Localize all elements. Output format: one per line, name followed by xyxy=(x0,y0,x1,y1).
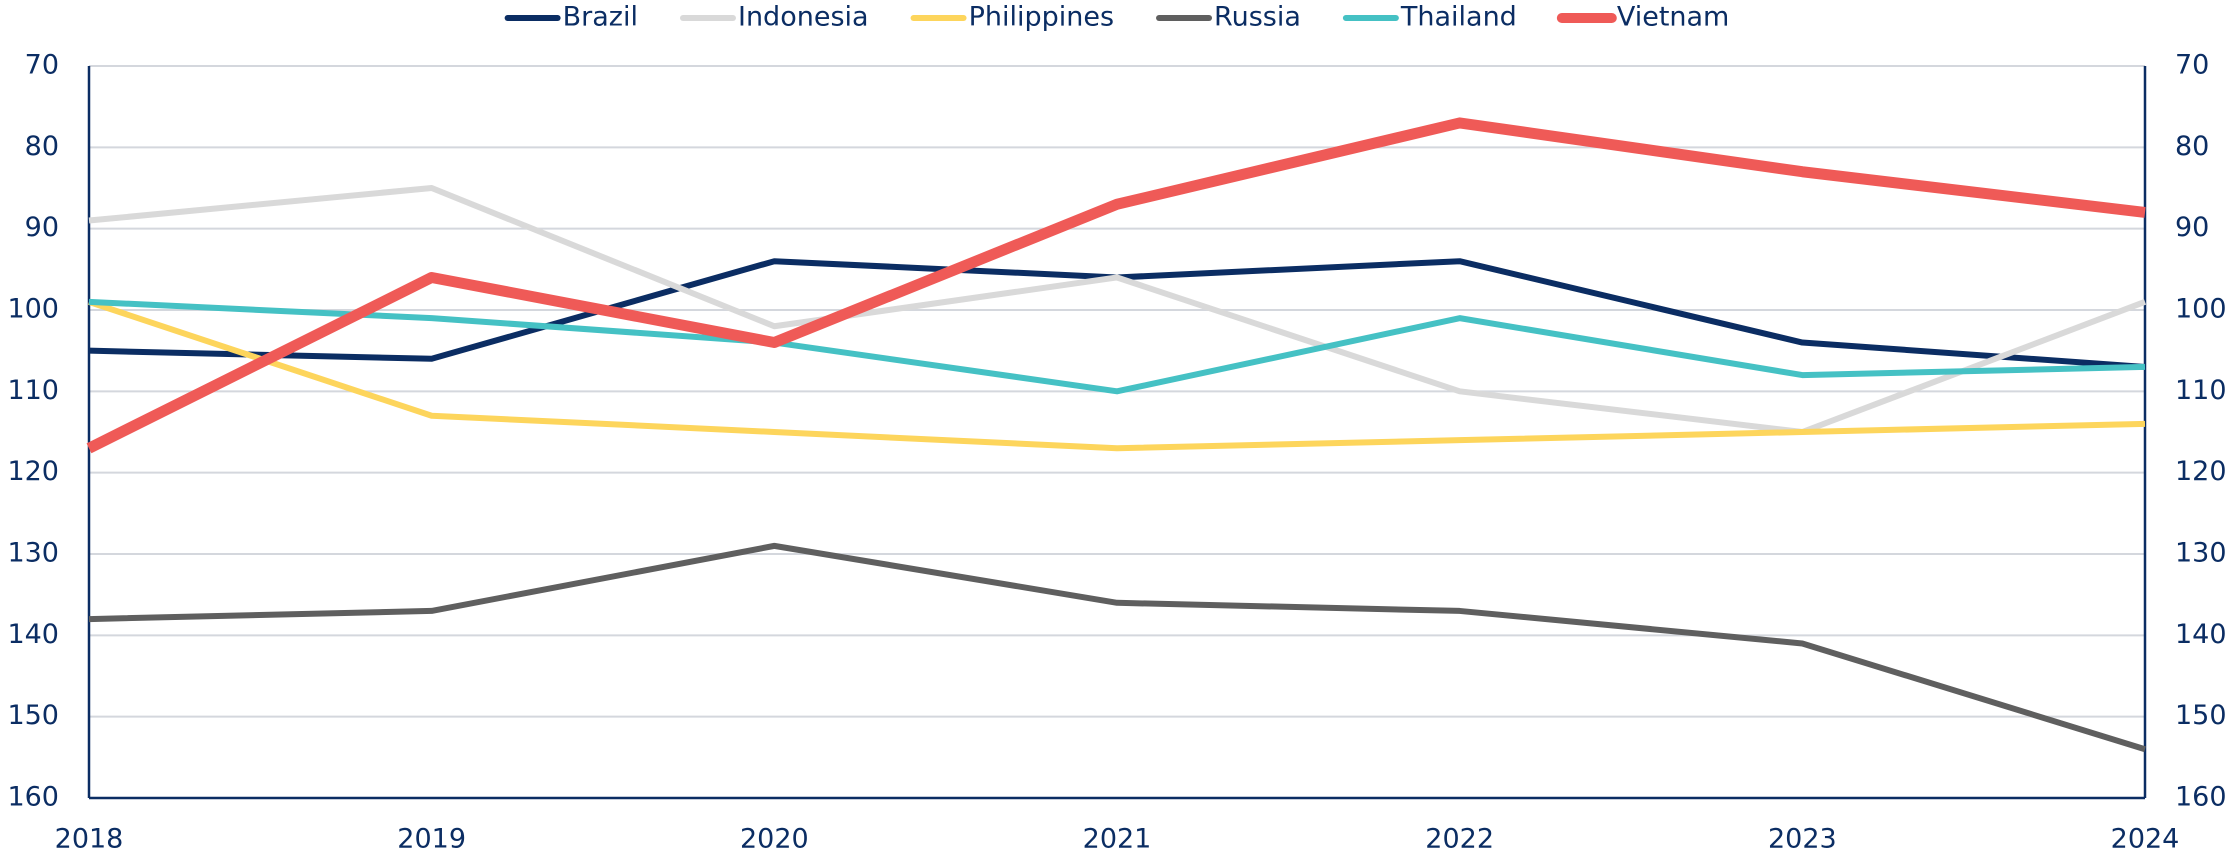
y-tick-label: 90 xyxy=(25,212,59,243)
series-line xyxy=(88,298,2146,395)
y2-tick-label: 90 xyxy=(2175,212,2209,243)
y2-tick-label: 130 xyxy=(2175,538,2227,569)
series-line xyxy=(88,299,2146,452)
x-tick-label: 2022 xyxy=(1425,824,1494,853)
y2-tick-label: 120 xyxy=(2175,456,2227,487)
x-tick-label: 2023 xyxy=(1768,824,1837,853)
y-tick-label: 110 xyxy=(7,375,59,406)
y2-tick-label: 140 xyxy=(2175,619,2227,650)
y-tick-label: 130 xyxy=(7,538,59,569)
y-tick-label: 150 xyxy=(7,700,59,731)
series-line xyxy=(86,117,2146,454)
x-tick-label: 2021 xyxy=(1083,824,1152,853)
x-tick-label: 2018 xyxy=(55,824,124,853)
y2-tick-label: 100 xyxy=(2175,294,2227,325)
y-tick-label: 160 xyxy=(7,782,59,813)
y2-tick-label: 70 xyxy=(2175,50,2209,81)
series-line xyxy=(88,542,2146,753)
y-tick-label: 80 xyxy=(25,131,59,162)
x-tick-label: 2020 xyxy=(740,824,809,853)
y-tick-label: 120 xyxy=(7,456,59,487)
y-tick-label: 100 xyxy=(7,294,59,325)
y2-tick-label: 160 xyxy=(2175,782,2227,813)
legend-label: Vietnam xyxy=(1617,2,1730,33)
y2-tick-label: 150 xyxy=(2175,700,2227,731)
y-tick-label: 70 xyxy=(25,50,59,81)
legend-label: Indonesia xyxy=(738,2,869,33)
y2-tick-label: 80 xyxy=(2175,131,2209,162)
legend-label: Thailand xyxy=(1400,2,1517,33)
x-tick-label: 2019 xyxy=(397,824,466,853)
legend: Brazil Indonesia Philippines Russia Thailand… xyxy=(504,2,1730,33)
y2-tick-label: 110 xyxy=(2175,375,2227,406)
y-tick-label: 140 xyxy=(7,619,59,650)
legend-label: Russia xyxy=(1214,2,1301,33)
legend-label: Brazil xyxy=(563,2,638,33)
legend-label: Philippines xyxy=(969,2,1114,33)
x-tick-label: 2024 xyxy=(2111,824,2180,853)
